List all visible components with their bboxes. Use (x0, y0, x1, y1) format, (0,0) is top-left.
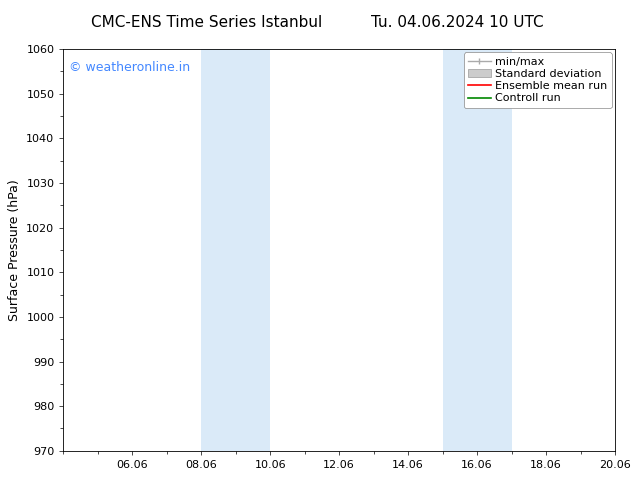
Bar (443, 49, 512, 451)
Text: © weatheronline.in: © weatheronline.in (69, 61, 190, 74)
Y-axis label: Surface Pressure (hPa): Surface Pressure (hPa) (8, 179, 21, 321)
Legend: min/max, Standard deviation, Ensemble mean run, Controll run: min/max, Standard deviation, Ensemble me… (464, 52, 612, 108)
Text: CMC-ENS Time Series Istanbul          Tu. 04.06.2024 10 UTC: CMC-ENS Time Series Istanbul Tu. 04.06.2… (91, 15, 543, 30)
Bar (202, 49, 270, 451)
